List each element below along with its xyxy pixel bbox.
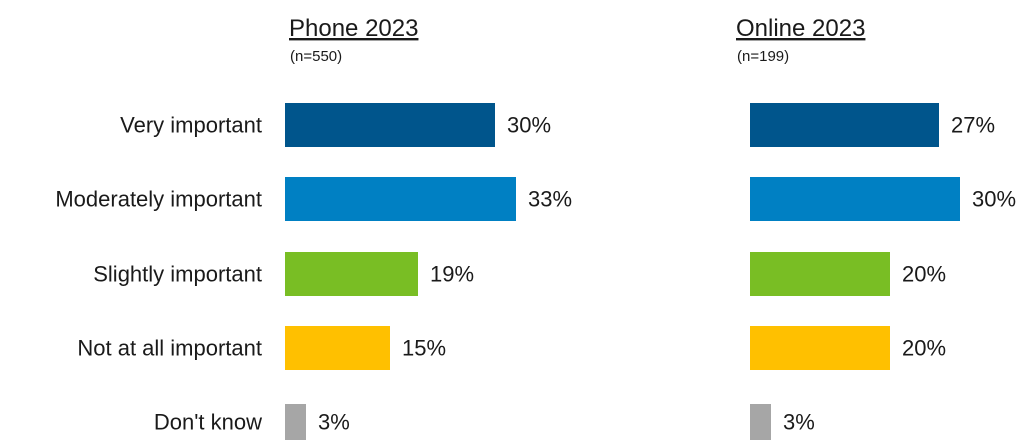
bar — [750, 177, 960, 221]
bar — [285, 326, 390, 370]
category-label: Don't know — [154, 410, 262, 435]
panel-online: Online 2023 (n=199) 27% 30% 20% 20% 3% — [736, 15, 1016, 440]
data-label: 15% — [402, 336, 446, 361]
category-label: Very important — [120, 113, 262, 138]
panel-subtitle: (n=199) — [737, 48, 789, 65]
bar — [750, 404, 771, 440]
bar — [750, 103, 939, 147]
data-label: 33% — [528, 187, 572, 212]
data-label: 27% — [951, 113, 995, 138]
data-label: 30% — [507, 113, 551, 138]
data-label: 19% — [430, 262, 474, 287]
panel-title: Online 2023 — [736, 15, 865, 42]
bar — [750, 252, 890, 296]
panel-title: Phone 2023 — [289, 15, 418, 42]
bar — [285, 103, 495, 147]
data-label: 3% — [318, 410, 350, 435]
category-label: Not at all important — [77, 336, 262, 361]
bar — [285, 252, 418, 296]
category-labels: Very important Moderately important Slight… — [55, 113, 262, 435]
data-label: 20% — [902, 336, 946, 361]
panel-phone: Phone 2023 (n=550) 30% 33% 19% 15% 3% — [285, 15, 572, 440]
panel-subtitle: (n=550) — [290, 48, 342, 65]
data-label: 20% — [902, 262, 946, 287]
data-label: 30% — [972, 187, 1016, 212]
data-label: 3% — [783, 410, 815, 435]
category-label: Slightly important — [93, 262, 262, 287]
category-label: Moderately important — [55, 187, 262, 212]
bar — [285, 177, 516, 221]
bar — [750, 326, 890, 370]
bar — [285, 404, 306, 440]
